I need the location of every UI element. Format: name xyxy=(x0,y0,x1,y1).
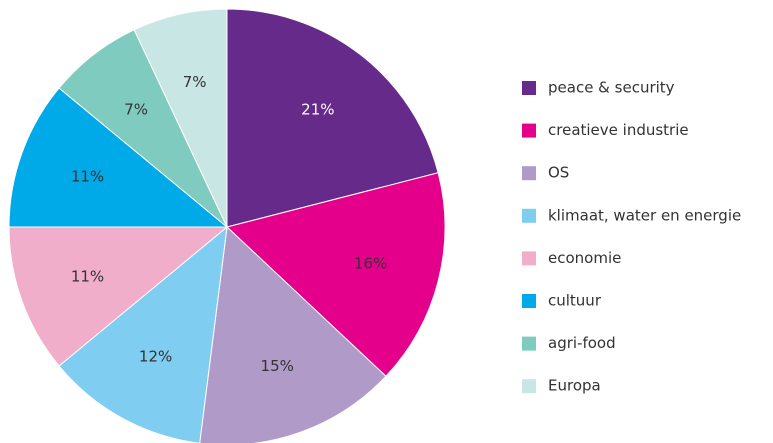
legend-label: klimaat, water en energie xyxy=(548,206,741,224)
legend-swatch xyxy=(522,208,536,223)
slice-label: 16% xyxy=(354,254,387,272)
legend-swatch xyxy=(522,294,536,308)
legend-label: OS xyxy=(548,164,569,182)
legend-swatch xyxy=(522,81,536,95)
legend-label: peace & security xyxy=(548,79,675,97)
slice-label: 15% xyxy=(261,357,294,375)
legend-label: economie xyxy=(548,249,621,267)
legend-label: Europa xyxy=(548,377,601,395)
pie-slice xyxy=(226,8,439,228)
legend-swatch xyxy=(522,251,536,266)
legend-label: creatieve industrie xyxy=(548,121,689,139)
pie-slice xyxy=(133,8,228,228)
slice-label: 11% xyxy=(71,167,104,185)
legend-swatch xyxy=(522,379,536,394)
slice-label: 12% xyxy=(139,347,172,365)
slice-label: 7% xyxy=(183,73,207,91)
pie-slice xyxy=(58,225,228,443)
pie-slice xyxy=(8,87,229,228)
legend-swatch xyxy=(522,336,536,351)
legend-label: cultuur xyxy=(548,292,602,310)
pie-slice xyxy=(8,226,229,367)
legend-swatch xyxy=(522,123,536,138)
slice-label: 11% xyxy=(71,268,104,286)
pie-slice xyxy=(225,172,446,377)
slice-label: 7% xyxy=(124,100,148,118)
slice-label: 21% xyxy=(301,100,334,118)
legend-label: agri-food xyxy=(548,334,616,352)
legend-swatch xyxy=(522,166,536,181)
pie-slice xyxy=(199,225,387,443)
